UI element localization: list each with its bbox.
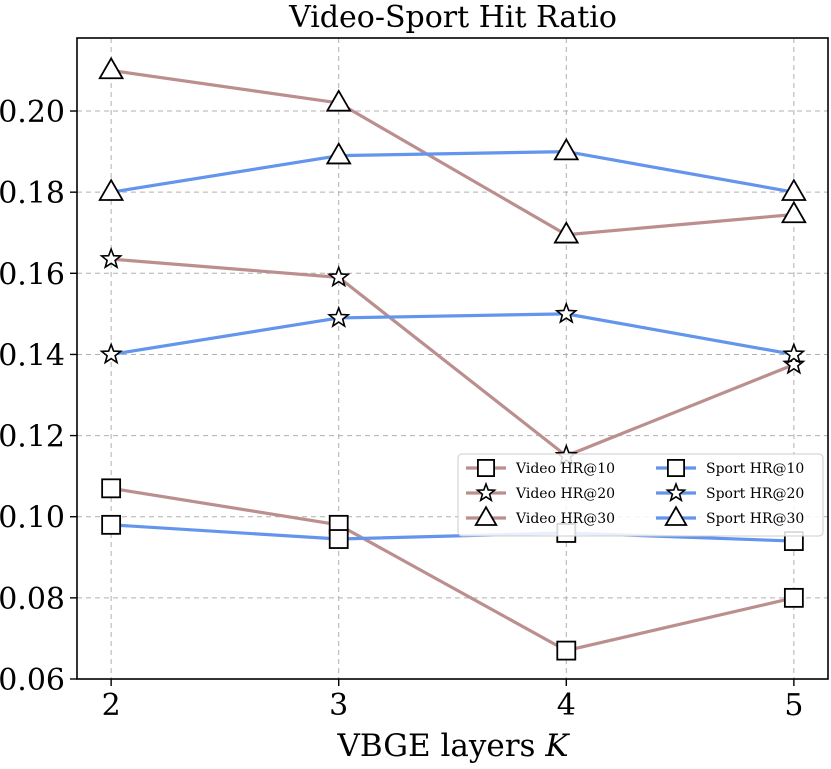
- axis-ticks: 0.06 0.08 0.10 0.12 0.14 0.16 0.18 0.20 2 3 4 5: [0, 95, 803, 723]
- legend-label: Sport HR@30: [706, 511, 804, 527]
- data-point-video-hr-30-3: [325, 89, 352, 112]
- x-tick-label: 2: [102, 688, 121, 723]
- series-line-video-hr-20: [111, 257, 795, 458]
- legend-item-sport-hr-30: Sport HR@30: [656, 505, 804, 527]
- series-lines: [98, 56, 807, 661]
- legend-item-sport-hr-10: Sport HR@10: [656, 458, 804, 477]
- data-point-sport-hr-30-2: [98, 178, 125, 201]
- x-axis-label-text: VBGE layers: [336, 728, 535, 764]
- y-tick-label: 0.12: [0, 420, 65, 455]
- legend-marker-triangle: [664, 505, 688, 526]
- series-line-sport-hr-20: [110, 312, 795, 357]
- data-point-video-hr-10-2: [101, 478, 122, 499]
- legend-label: Sport HR@20: [706, 486, 804, 502]
- series-video-hr-20: [99, 246, 806, 466]
- plot-frame: [76, 37, 829, 680]
- y-tick-label: 0.16: [0, 257, 65, 292]
- data-point-video-hr-10-5: [783, 587, 804, 608]
- series-line-video-hr-30: [110, 68, 795, 237]
- legend-marker-star: [475, 481, 497, 503]
- legend-item-video-hr-20: Video HR@20: [466, 481, 615, 503]
- data-point-video-hr-20-5: [782, 352, 806, 375]
- legend-marker-square: [667, 458, 686, 477]
- series-video-hr-30: [98, 56, 807, 244]
- data-point-sport-hr-30-5: [780, 178, 807, 201]
- series-video-hr-10: [101, 478, 804, 661]
- legend-item-sport-hr-20: Sport HR@20: [656, 481, 804, 503]
- x-tick-label: 4: [557, 688, 576, 723]
- legend-box: [457, 453, 824, 537]
- legend-label: Video HR@10: [515, 461, 615, 477]
- series-line-video-hr-10: [110, 486, 795, 653]
- x-axis-label: VBGE layers K: [336, 728, 570, 764]
- chart-title: Video-Sport Hit Ratio: [288, 0, 617, 35]
- data-point-video-hr-20-3: [327, 265, 351, 288]
- data-point-video-hr-30-4: [553, 220, 580, 244]
- legend-marker-star: [665, 481, 687, 503]
- grid-lines: [77, 38, 828, 680]
- data-point-video-hr-10-4: [556, 640, 577, 661]
- y-tick-label: 0.18: [0, 176, 65, 211]
- legend-item-video-hr-10: Video HR@10: [466, 458, 615, 477]
- legend-label: Sport HR@10: [706, 461, 804, 477]
- legend: Video HR@10 Video HR@20 Video HR@30 Sport H…: [457, 453, 824, 537]
- y-tick-label: 0.14: [0, 338, 65, 373]
- x-tick-label: 3: [329, 688, 348, 723]
- legend-marker-square: [476, 458, 495, 477]
- data-point-sport-hr-20-4: [554, 301, 578, 324]
- data-point-sport-hr-20-5: [782, 342, 806, 365]
- y-tick-label: 0.10: [0, 501, 65, 536]
- data-point-video-hr-20-2: [99, 246, 123, 270]
- legend-marker-triangle: [474, 505, 498, 526]
- data-point-sport-hr-10-2: [101, 514, 122, 535]
- legend-label: Video HR@30: [515, 511, 615, 527]
- y-tick-label: 0.08: [0, 582, 65, 617]
- x-axis-label-variable: K: [544, 728, 570, 764]
- data-point-sport-hr-10-3: [328, 529, 349, 549]
- series-sport-hr-10: [101, 514, 804, 551]
- series-sport-hr-20: [99, 301, 806, 365]
- series-line-sport-hr-10: [111, 523, 794, 543]
- legend-label: Video HR@20: [515, 486, 615, 502]
- data-point-sport-hr-20-2: [99, 342, 123, 365]
- y-tick-label: 0.06: [0, 663, 65, 698]
- data-point-sport-hr-30-4: [553, 137, 580, 161]
- series-sport-hr-30: [98, 137, 807, 201]
- series-line-sport-hr-30: [110, 149, 795, 194]
- x-tick-label: 5: [784, 688, 803, 723]
- y-tick-label: 0.20: [0, 95, 65, 130]
- data-point-sport-hr-20-3: [327, 305, 351, 328]
- data-point-sport-hr-30-3: [325, 141, 352, 165]
- data-point-video-hr-30-5: [780, 200, 807, 224]
- data-point-video-hr-30-2: [98, 56, 125, 80]
- legend-item-video-hr-30: Video HR@30: [466, 505, 615, 527]
